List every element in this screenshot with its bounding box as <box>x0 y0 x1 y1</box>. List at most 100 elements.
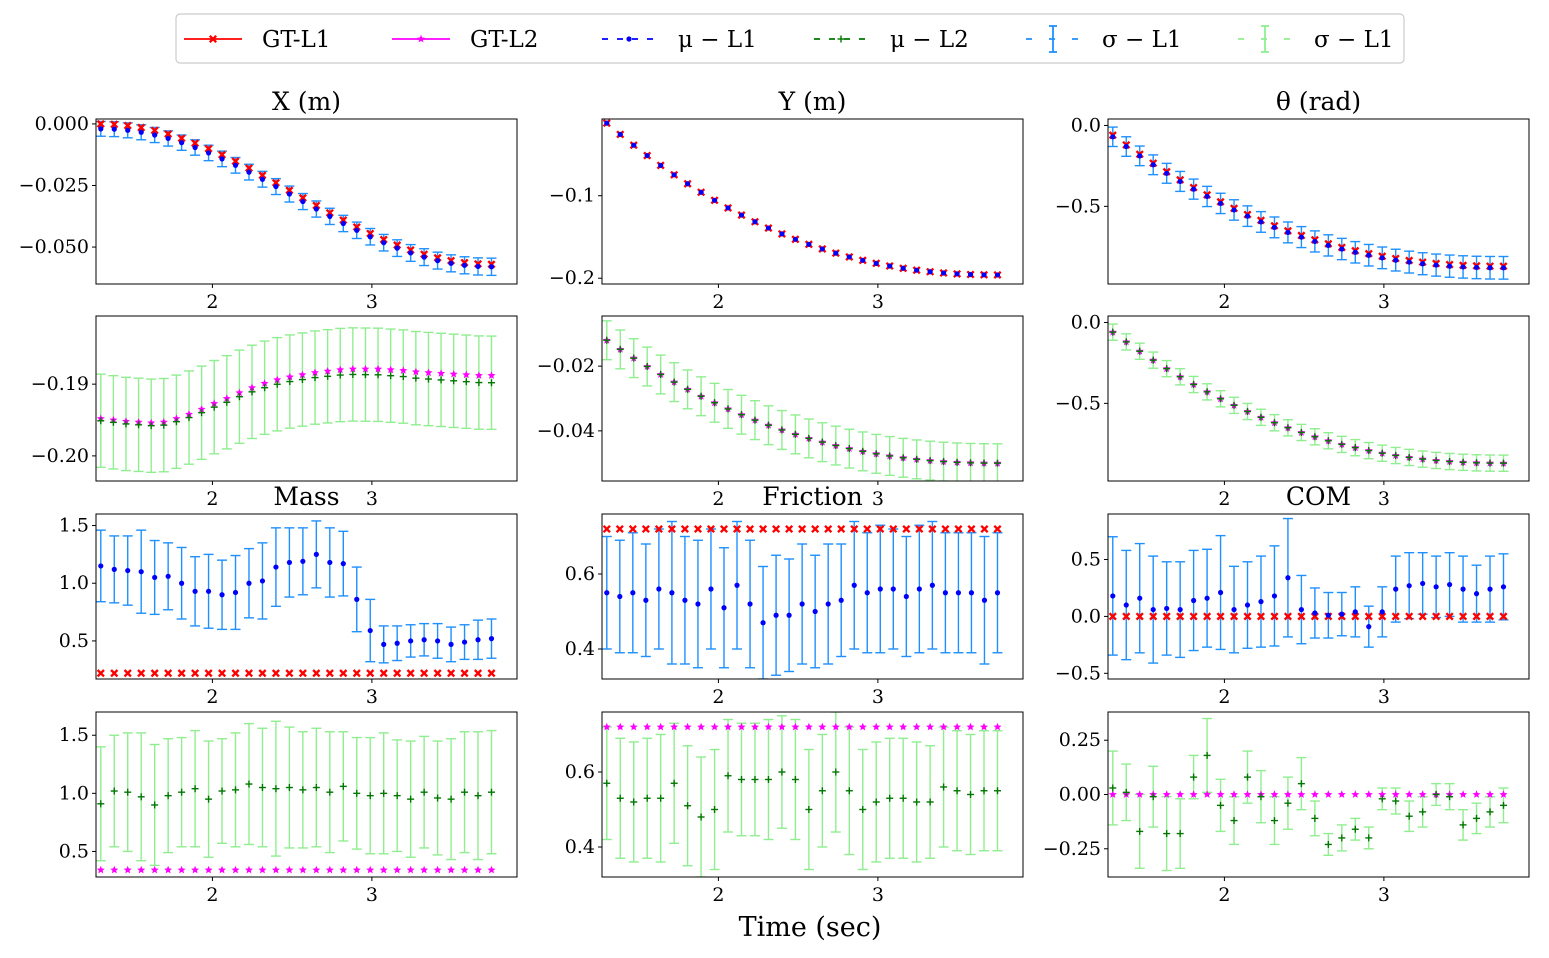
mean-point <box>165 573 171 579</box>
x-tick-label: 2 <box>1218 488 1230 510</box>
x-stroke <box>745 524 755 534</box>
x-stroke <box>1418 612 1427 621</box>
gt-point <box>1418 612 1427 621</box>
x-stroke <box>123 669 132 678</box>
mean-point <box>671 172 677 178</box>
mean-point <box>353 789 361 797</box>
y-tick-label: −0.20 <box>31 445 89 467</box>
x-stroke <box>325 669 334 678</box>
mean-point <box>138 569 144 575</box>
mean-point <box>751 416 759 424</box>
mean-point <box>1177 178 1183 185</box>
mean-point <box>205 795 213 803</box>
gt-point <box>1243 612 1252 621</box>
x-stroke <box>244 669 254 678</box>
panel-title: Mass <box>273 482 339 511</box>
mean-point <box>1271 224 1278 230</box>
mean-point <box>1339 611 1345 617</box>
gt-point <box>1391 612 1400 621</box>
mean-point <box>1231 606 1237 613</box>
x-stroke <box>420 669 429 678</box>
mean-point <box>273 183 279 190</box>
mean-point <box>697 813 705 821</box>
x-stroke <box>811 524 820 534</box>
gt-point <box>273 375 282 384</box>
mean-point <box>461 262 468 268</box>
gt-point <box>693 524 702 534</box>
mean-point <box>1191 186 1197 192</box>
gt-point <box>954 524 963 534</box>
mean-point <box>258 784 266 792</box>
x-stroke <box>902 524 911 534</box>
mean-point <box>764 776 772 783</box>
mean-point <box>235 393 243 401</box>
x-stroke <box>680 524 689 534</box>
x-stroke <box>473 669 483 678</box>
legend-entry-sigma_l2: σ − L1 <box>1238 25 1394 53</box>
mean-point <box>97 417 105 425</box>
mean-point <box>434 794 442 802</box>
mean-point <box>1284 799 1292 807</box>
mean-point <box>838 597 844 603</box>
gt-point <box>433 669 442 678</box>
gt-point <box>1337 790 1346 798</box>
gt-point <box>393 669 402 678</box>
x-stroke <box>1149 612 1158 621</box>
mean-point <box>1122 338 1130 346</box>
mean-point <box>695 601 701 607</box>
mean-point <box>1257 413 1265 421</box>
mean-point <box>1284 424 1292 432</box>
mean-point <box>747 601 753 607</box>
y-tick-label: 0.4 <box>565 836 595 858</box>
x-stroke <box>137 123 146 132</box>
plot-area <box>96 119 497 277</box>
gt-point <box>437 369 446 377</box>
axes-frame <box>1107 315 1530 482</box>
gt-point <box>191 669 200 678</box>
gt-point <box>185 410 193 418</box>
x-tick-label: 3 <box>1378 291 1390 313</box>
mean-point <box>778 426 786 434</box>
y-tick-label: 0.00 <box>1059 784 1101 806</box>
gt-point <box>785 524 794 534</box>
gt-point <box>235 388 244 397</box>
mean-point <box>604 120 610 126</box>
gt-point <box>941 524 950 534</box>
mean-point <box>1379 255 1385 261</box>
gt-point <box>670 722 679 731</box>
mean-point <box>367 627 373 634</box>
mean-point <box>738 411 746 419</box>
mean-point <box>1433 262 1439 268</box>
gt-point <box>899 722 908 731</box>
gt-point <box>1378 790 1387 798</box>
mean-point <box>832 442 840 450</box>
mean-point <box>1244 408 1252 416</box>
mean-point <box>1366 624 1372 630</box>
panel-title: θ (rad) <box>1276 87 1361 116</box>
mean-point <box>324 372 332 380</box>
gt-point <box>1351 790 1360 798</box>
mean-point <box>165 135 171 142</box>
gt-point <box>845 722 854 731</box>
gt-point <box>137 865 146 874</box>
gt-point <box>204 865 213 874</box>
y-tick-label: −0.025 <box>19 174 89 196</box>
gt-point <box>258 865 267 874</box>
axes-frame <box>601 513 1024 680</box>
panel-title: Y (m) <box>778 87 847 116</box>
mean-point <box>684 802 692 810</box>
x-stroke <box>993 524 1002 534</box>
gt-point <box>231 865 240 874</box>
mean-point <box>955 590 962 596</box>
mean-point <box>412 374 420 382</box>
mean-point <box>859 806 867 813</box>
x-stroke <box>798 524 807 534</box>
axes-frame <box>1107 711 1530 878</box>
errorbar-icon <box>1049 25 1057 53</box>
mean-point <box>980 787 988 795</box>
legend-entry-gt_l2: GT-L2 <box>392 27 538 53</box>
gt-point <box>1149 612 1158 621</box>
y-tick-label: −0.5 <box>1055 195 1101 217</box>
mean-point <box>994 590 1001 596</box>
